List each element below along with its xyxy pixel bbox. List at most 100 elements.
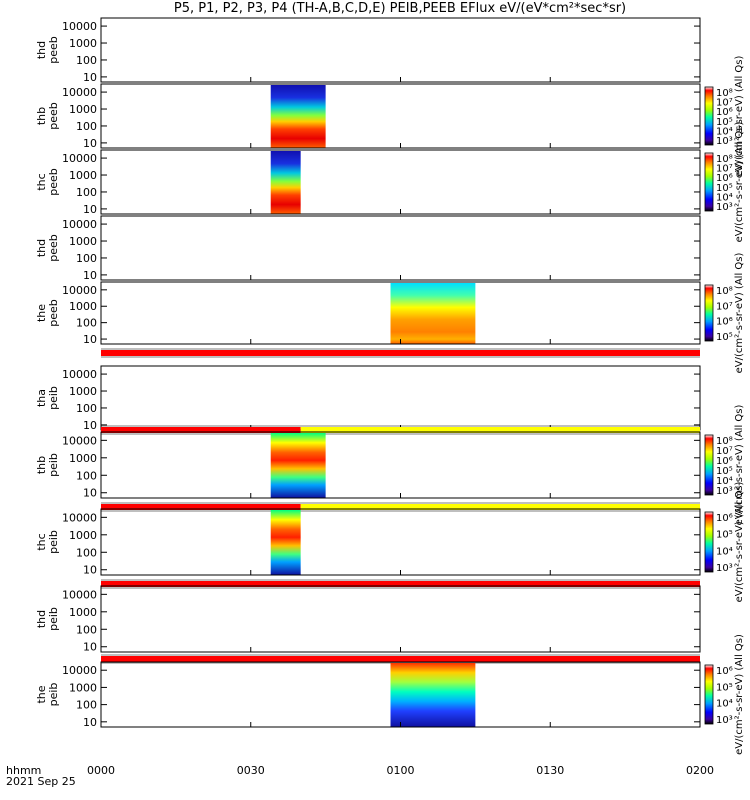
colorbar-tick-label: 10³ <box>716 486 733 497</box>
colorbar <box>704 152 714 212</box>
y-tick-label: 10 <box>83 564 97 577</box>
panel-frame <box>100 83 701 149</box>
y-tick-label: 100 <box>76 469 97 482</box>
panel-frame <box>100 17 701 83</box>
x-tick-label: 0000 <box>87 764 115 777</box>
time-format-label: hhmm <box>6 764 41 777</box>
y-tick-label: 1000 <box>69 169 97 182</box>
y-tick-label: 100 <box>76 546 97 559</box>
date-label: 2021 Sep 25 <box>6 775 76 788</box>
colorbar-tick-label: 10⁶ <box>716 456 733 467</box>
colorbar-tick-label: 10⁷ <box>716 301 733 312</box>
y-tick-label: 1000 <box>69 103 97 116</box>
y-tick-label: 100 <box>76 402 97 415</box>
panel-label: thdpeeb <box>35 36 60 64</box>
colorbar-tick-label: 10⁵ <box>716 682 733 693</box>
colorbar <box>704 511 714 573</box>
colorbar-tick-label: 10³ <box>716 136 733 147</box>
colorbar-unit-label: eV/(cm²-s-sr-eV) (All Qs) <box>734 122 745 243</box>
y-tick-label: 1000 <box>69 681 97 694</box>
colorbar-tick-label: 10⁶ <box>716 317 733 328</box>
colorbar-tick-label: 10³ <box>716 715 733 726</box>
y-tick-label: 10000 <box>62 434 97 447</box>
colorbar-tick-label: 10⁵ <box>716 530 733 541</box>
figure-title: P5, P1, P2, P3, P4 (TH-A,B,C,D,E) PEIB,P… <box>174 1 626 16</box>
panel-frame <box>100 365 701 431</box>
panel-frame <box>100 508 701 576</box>
colorbar-tick-label: 10⁶ <box>716 513 733 524</box>
spectrogram-block <box>390 663 476 727</box>
panel-label: thepeeb <box>35 299 60 327</box>
colorbar-unit-label: eV/(cm²-s-sr-eV) (All Qs) <box>734 56 745 177</box>
quality-bar-segment <box>101 656 700 662</box>
panel-label: thapeib <box>35 386 60 410</box>
spectrogram-block <box>270 85 326 148</box>
y-tick-label: 1000 <box>69 235 97 248</box>
y-tick-label: 10 <box>83 71 97 84</box>
y-tick-label: 100 <box>76 317 97 330</box>
y-tick-label: 100 <box>76 699 97 712</box>
y-tick-label: 10 <box>83 333 97 346</box>
y-tick-label: 10 <box>83 419 97 432</box>
y-tick-label: 10000 <box>62 218 97 231</box>
y-tick-label: 100 <box>76 252 97 265</box>
colorbar-tick-label: 10⁵ <box>716 183 733 194</box>
colorbar-tick-label: 10⁸ <box>716 154 733 165</box>
y-tick-label: 10 <box>83 487 97 500</box>
y-tick-label: 100 <box>76 623 97 636</box>
panel-label: thepeib <box>35 683 60 707</box>
panel-label: thdpeeb <box>35 234 60 262</box>
y-tick-label: 10000 <box>62 511 97 524</box>
x-tick-label: 0030 <box>237 764 265 777</box>
panel-frame <box>100 585 701 653</box>
colorbar-tick-label: 10⁴ <box>716 546 733 557</box>
colorbar-tick-label: 10⁶ <box>716 107 733 118</box>
quality-bar-segment <box>101 350 700 356</box>
panel-label: thbpeib <box>35 453 60 477</box>
colorbar-tick-label: 10⁷ <box>716 446 733 457</box>
panel-frame <box>100 149 701 215</box>
quality-bar-segment <box>300 427 700 433</box>
colorbar-tick-label: 10³ <box>716 563 733 574</box>
spectrogram-block <box>270 510 301 575</box>
y-tick-label: 10000 <box>62 20 97 33</box>
y-tick-label: 10 <box>83 269 97 282</box>
colorbar-tick-label: 10⁴ <box>716 476 733 487</box>
y-tick-label: 1000 <box>69 37 97 50</box>
colorbar-tick-label: 10⁸ <box>716 88 733 99</box>
panel-frame <box>100 215 701 281</box>
colorbar-tick-label: 10⁵ <box>716 117 733 128</box>
panel-stack: 10100100010000thdpeeb10100100010000thbpe… <box>35 17 745 777</box>
colorbar-tick-label: 10⁴ <box>716 192 733 203</box>
colorbar-tick-label: 10⁷ <box>716 164 733 175</box>
panel-frame <box>100 431 701 499</box>
y-tick-label: 1000 <box>69 385 97 398</box>
spectrogram-block <box>270 151 301 214</box>
y-tick-label: 10000 <box>62 588 97 601</box>
colorbar-tick-label: 10⁶ <box>716 666 733 677</box>
panel-label: thcpeeb <box>35 168 60 196</box>
colorbar-unit-label: eV/(cm²-s-sr-eV) (All Qs) <box>734 405 745 526</box>
y-tick-label: 10000 <box>62 152 97 165</box>
colorbar-tick-label: 10⁷ <box>716 98 733 109</box>
colorbar-tick-label: 10⁴ <box>716 699 733 710</box>
y-tick-label: 10 <box>83 137 97 150</box>
spectrogram-block <box>390 283 476 344</box>
colorbar-unit-label: eV/(cm²-s-sr-eV) (All Qs) <box>734 634 745 755</box>
colorbar <box>704 664 714 725</box>
x-tick-label: 0100 <box>387 764 415 777</box>
y-tick-label: 10000 <box>62 664 97 677</box>
y-tick-label: 1000 <box>69 606 97 619</box>
panel-label: thcpeib <box>35 530 60 554</box>
